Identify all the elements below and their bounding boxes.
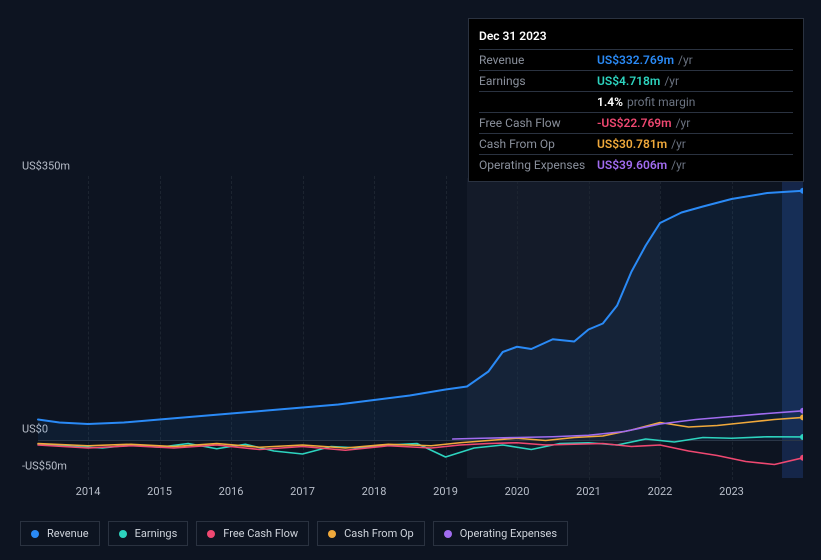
tooltip-row-label: Operating Expenses (479, 157, 597, 173)
tooltip-row-value: 1.4% (597, 94, 623, 110)
tooltip-row: 1.4%profit margin (479, 91, 793, 112)
tooltip-row-label (479, 94, 597, 110)
legend-label: Cash From Op (344, 527, 414, 540)
tooltip-row-value: US$4.718m (597, 73, 660, 89)
tooltip-row: Cash From OpUS$30.781m/yr (479, 133, 793, 154)
tooltip-row-value: -US$22.769m (597, 115, 672, 131)
x-tick-label: 2023 (719, 485, 744, 498)
tooltip-row-unit: /yr (664, 73, 679, 89)
legend-item[interactable]: Earnings (108, 521, 189, 546)
x-tick-label: 2015 (147, 485, 172, 498)
plot-svg (20, 160, 803, 498)
tooltip-row-unit: /yr (671, 136, 686, 152)
legend-item[interactable]: Cash From Op (317, 521, 425, 546)
x-tick-label: 2016 (219, 485, 244, 498)
legend: Revenue Earnings Free Cash Flow Cash From O… (20, 521, 568, 546)
legend-label: Operating Expenses (460, 527, 557, 540)
legend-swatch (328, 530, 336, 538)
tooltip-row-value: US$39.606m (597, 157, 667, 173)
tooltip-row-value: US$30.781m (597, 136, 667, 152)
legend-label: Free Cash Flow (223, 527, 298, 540)
legend-item[interactable]: Operating Expenses (433, 521, 568, 546)
tooltip-row: Free Cash Flow-US$22.769m/yr (479, 112, 793, 133)
tooltip-row-unit: profit margin (627, 94, 695, 110)
tooltip-row: EarningsUS$4.718m/yr (479, 70, 793, 91)
tooltip-row-label: Free Cash Flow (479, 115, 597, 131)
x-tick-label: 2014 (76, 485, 101, 498)
tooltip-row-unit: /yr (671, 157, 686, 173)
series-end-marker (800, 455, 803, 461)
tooltip-date: Dec 31 2023 (479, 25, 793, 49)
tooltip-row: Operating ExpensesUS$39.606m/yr (479, 154, 793, 175)
tooltip-row-unit: /yr (678, 52, 693, 68)
tooltip-row-label: Revenue (479, 52, 597, 68)
x-tick-label: 2021 (576, 485, 601, 498)
tooltip-row: RevenueUS$332.769m/yr (479, 49, 793, 70)
legend-item[interactable]: Free Cash Flow (196, 521, 309, 546)
legend-label: Revenue (47, 527, 89, 540)
x-tick-label: 2018 (362, 485, 387, 498)
tooltip-row-label: Earnings (479, 73, 597, 89)
x-tick-label: 2022 (648, 485, 673, 498)
chart-area: US$350mUS$0-US$50m 201420152016201720182… (20, 160, 803, 498)
tooltip-box: Dec 31 2023 RevenueUS$332.769m/yrEarning… (468, 18, 804, 182)
legend-swatch (207, 530, 215, 538)
tooltip-row-label: Cash From Op (479, 136, 597, 152)
tooltip-rows: RevenueUS$332.769m/yrEarningsUS$4.718m/y… (479, 49, 793, 175)
x-tick-label: 2019 (433, 485, 458, 498)
legend-label: Earnings (135, 527, 178, 540)
tooltip-row-value: US$332.769m (597, 52, 674, 68)
tooltip-row-unit: /yr (676, 115, 691, 131)
legend-item[interactable]: Revenue (20, 521, 100, 546)
legend-swatch (119, 530, 127, 538)
legend-swatch (31, 530, 39, 538)
x-tick-label: 2017 (290, 485, 315, 498)
x-tick-label: 2020 (505, 485, 530, 498)
series-fill (38, 191, 803, 441)
legend-swatch (444, 530, 452, 538)
